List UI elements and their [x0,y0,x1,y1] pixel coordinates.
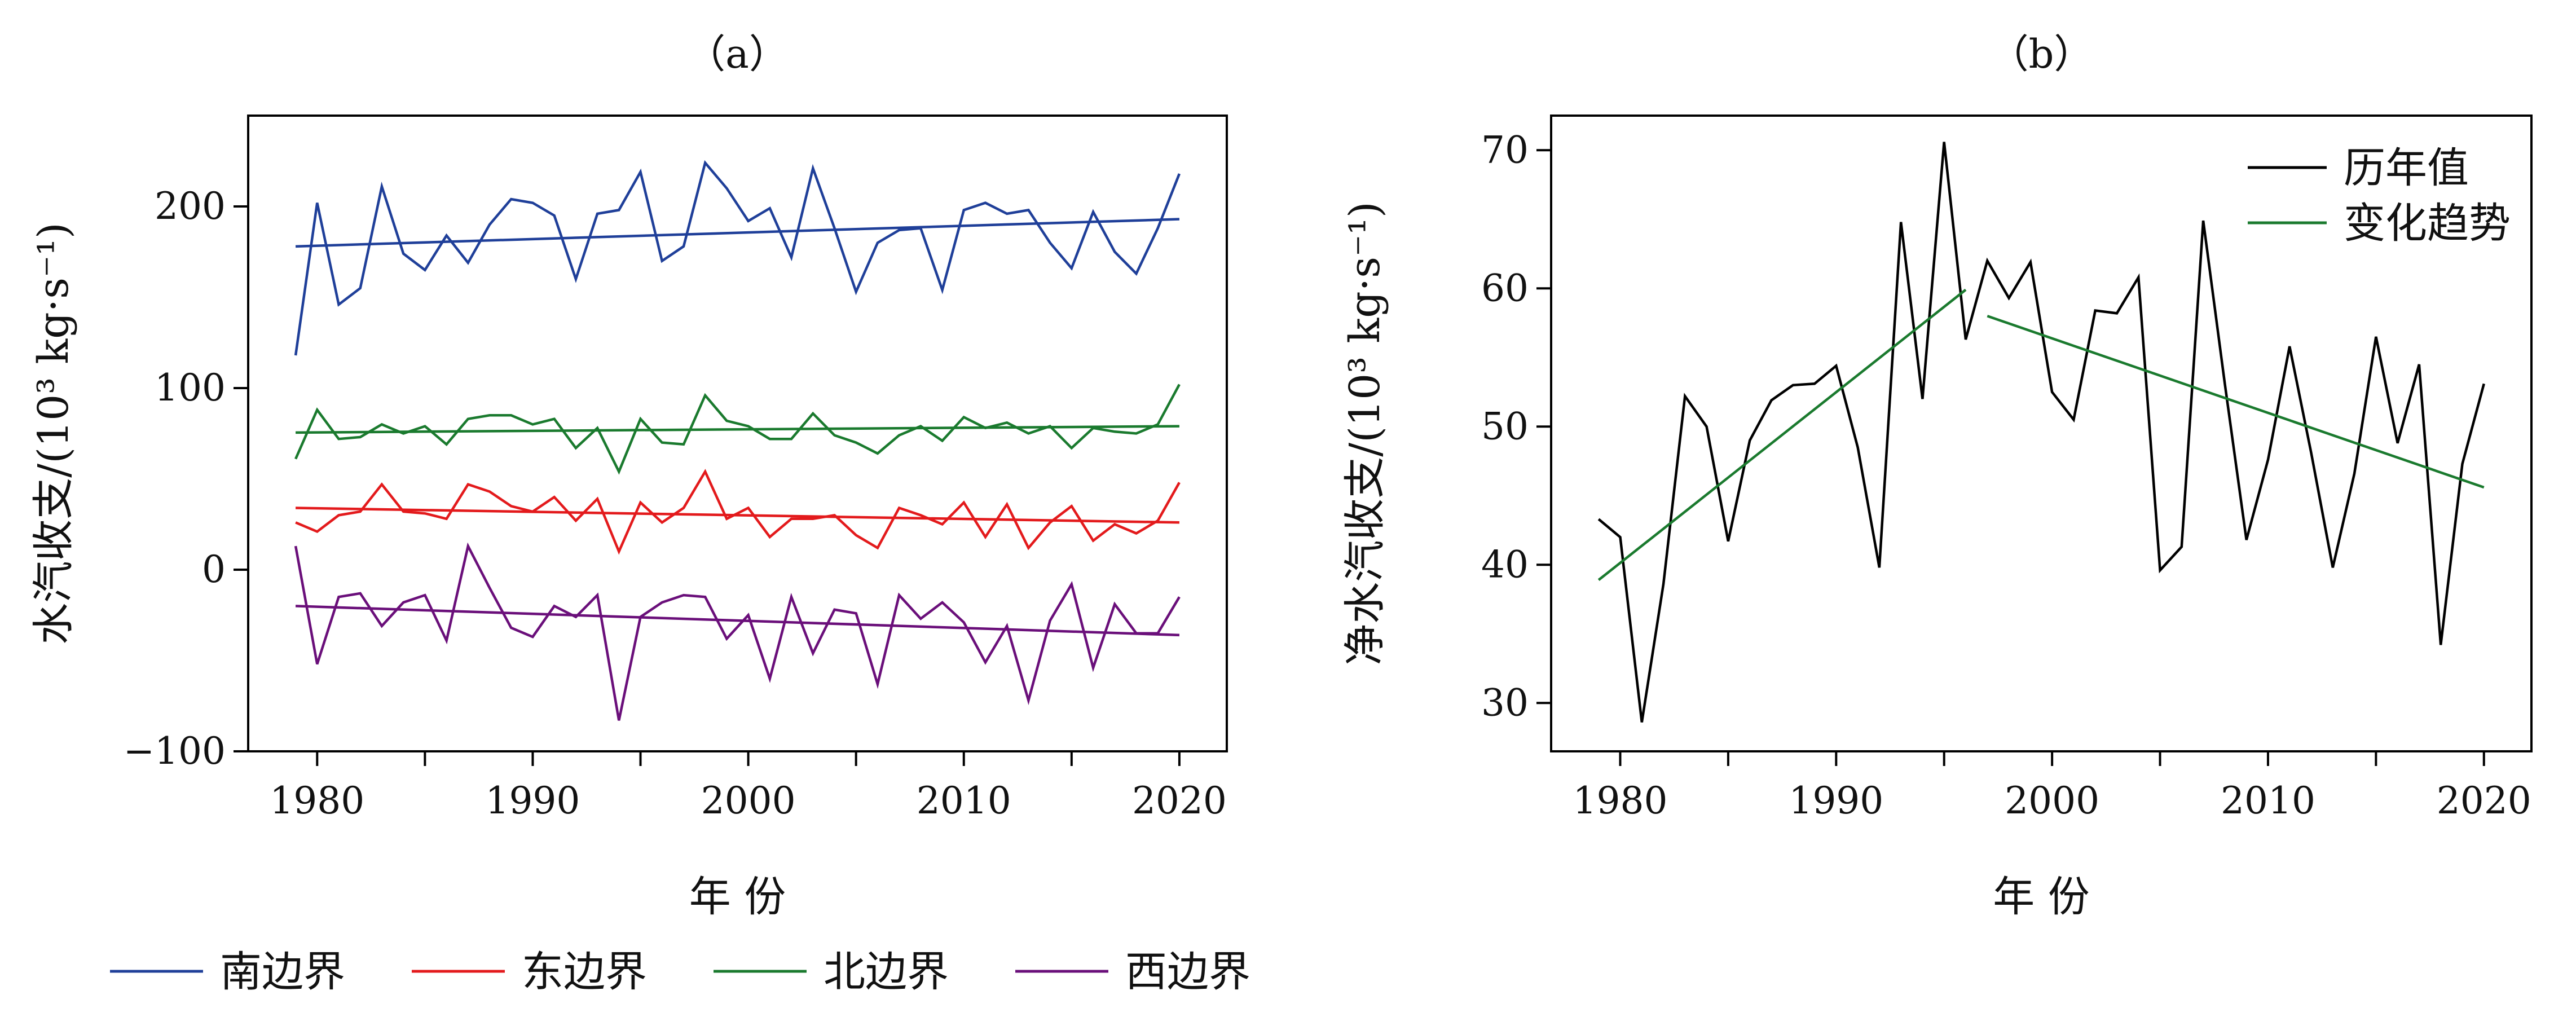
chart-a: （a） 1980 1990 2000 2010 2020 −100 0 100 200 年 份 水汽收… [29,31,1228,921]
x-tick-label-a: 2010 [917,779,1011,822]
y-tick-label-b: 60 [1481,266,1529,310]
legend-label-北边界: 北边界 [824,948,949,996]
series-line-北边界 [294,384,1181,475]
legend-label-西边界: 西边界 [1125,948,1250,996]
x-tick-label-a: 1980 [270,779,364,822]
chart-b: （b） 1980 1990 2000 2010 2020 30 40 50 60 70 年 份 净水汽收… [1341,31,2533,921]
legend-label-南边界: 南边界 [220,948,345,996]
legend-label-东边界: 东边界 [522,948,647,996]
y-tick-label-a: 100 [155,366,226,410]
y-tick-label-b: 30 [1481,681,1529,724]
x-tick-label-a: 2020 [1132,779,1227,822]
x-axis-title-a: 年 份 [689,873,786,921]
plot-frame-b [1550,115,2533,752]
series-line-西边界 [294,542,1181,721]
trend-line-东边界 [296,507,1179,524]
y-tick-label-a: 200 [155,184,226,228]
legend-a: 南边界 东边界 北边界 西边界 [110,948,1250,996]
trend-segment-1 [1597,288,1967,581]
series-line-历年值 [1597,142,2485,723]
x-tick-label-a: 2000 [701,779,796,822]
y-tick-label-b: 70 [1481,128,1529,171]
x-tick-label-b: 1990 [1789,779,1883,822]
y-tick-label-b: 40 [1481,543,1529,586]
trend-segment-2 [1987,315,2485,489]
legend-label-历年值: 历年值 [2344,144,2469,192]
x-tick-label-b: 2020 [2437,779,2531,822]
series-line-东边界 [295,469,1181,555]
x-tick-label-b: 2010 [2221,779,2315,822]
y-tick-label-a: −100 [124,729,226,773]
x-tick-label-b: 1980 [1573,779,1668,822]
series-line-南边界 [294,160,1181,356]
trend-line-北边界 [296,425,1179,434]
y-axis-title-a: 水汽收支/(10³ kg·s⁻¹) [29,222,78,644]
panel-label-b: （b） [1989,31,2094,77]
plot-frame-a [247,115,1228,752]
y-axis-title-b: 净水汽收支/(10³ kg·s⁻¹) [1341,201,1389,665]
trend-line-南边界 [296,218,1179,248]
y-tick-label-a: 0 [202,548,226,591]
x-axis-title-b: 年 份 [1993,873,2090,921]
x-tick-label-b: 2000 [2005,779,2099,822]
panel-label-a: （a） [686,31,789,77]
trend-line-西边界 [296,605,1179,637]
y-tick-label-b: 50 [1481,404,1529,448]
legend-label-变化趋势: 变化趋势 [2344,199,2511,248]
x-tick-label-a: 1990 [485,779,580,822]
